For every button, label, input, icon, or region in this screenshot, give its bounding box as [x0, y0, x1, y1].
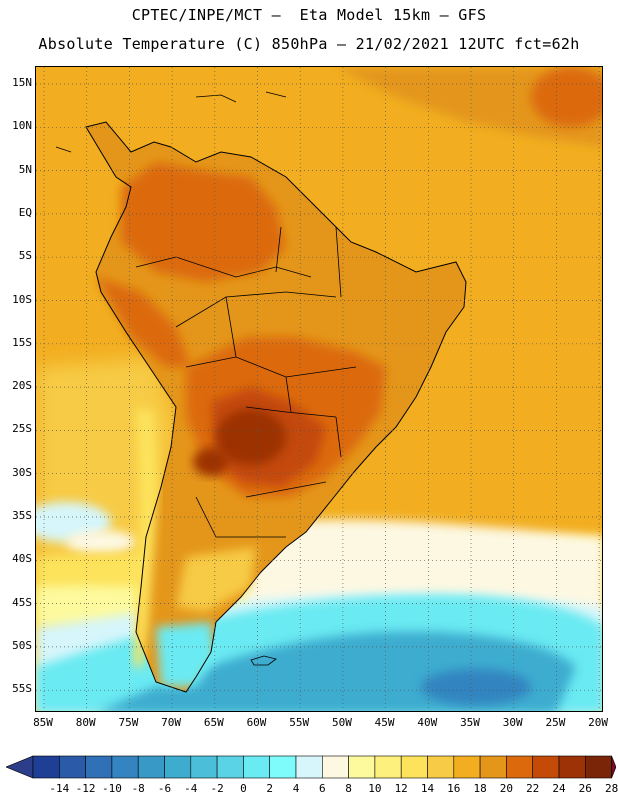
colorbar-label: 0: [240, 782, 247, 795]
lon-label-60W: 60W: [246, 716, 267, 729]
colorbar-swatch: [85, 755, 113, 779]
colorbar-swatch: [584, 755, 612, 779]
colorbar-swatch: [243, 755, 270, 779]
temperature-map: [36, 67, 602, 711]
north-warm-cell: [531, 67, 602, 127]
lat-label-15N: 15N: [12, 76, 32, 89]
lon-label-70W: 70W: [161, 716, 182, 729]
colorbar-swatch: [558, 755, 586, 779]
map-title-line2: Absolute Temperature (C) 850hPa — 21/02/…: [38, 35, 580, 53]
colorbar-label: 22: [526, 782, 540, 795]
colorbar-label: 18: [473, 782, 487, 795]
lon-label-30W: 30W: [502, 716, 523, 729]
colorbar-under-arrow: [6, 755, 34, 779]
colorbar-swatch: [32, 755, 60, 779]
colorbar-label: 4: [292, 782, 300, 795]
lat-label-5S: 5S: [18, 249, 32, 263]
lat-label-10N: 10N: [12, 119, 32, 133]
colorbar-swatch: [269, 755, 297, 779]
colorbar-swatch: [164, 755, 192, 779]
colorbar-swatch: [295, 755, 323, 779]
land-warm-west: [96, 277, 191, 367]
lon-label-35W: 35W: [460, 716, 480, 729]
country-borders: [135, 226, 357, 538]
lat-label-55S: 55S: [12, 682, 32, 696]
graticule: [36, 67, 602, 711]
map-title-line1: CPTEC/INPE/MCT — Eta Model 15km — GFS: [131, 6, 487, 24]
temperature-map-frame: [35, 66, 603, 712]
colorbar-swatch: [479, 755, 507, 779]
colorbar-swatch: [190, 755, 218, 779]
lat-label-15S: 15S: [12, 335, 32, 349]
patagonia-mild: [176, 547, 256, 612]
lat-label-10S: 10S: [12, 292, 32, 306]
land-hottest-core2: [193, 448, 229, 476]
lon-label-20W: 20W: [588, 716, 609, 729]
colorbar-label: 26: [578, 782, 592, 795]
land-hottest-core: [216, 409, 286, 465]
colorbar-label: -4: [184, 782, 198, 795]
colorbar-label: 10: [368, 782, 382, 795]
colorbar-label: 12: [394, 782, 408, 795]
pacific-cold-patch2: [66, 530, 136, 554]
colorbar-swatch: [427, 755, 455, 779]
colorbar-label: 20: [499, 782, 514, 795]
colorbar-over-arrow: [611, 755, 616, 779]
lon-label-75W: 75W: [118, 716, 139, 729]
colorbar-swatch: [348, 755, 376, 779]
colorbar: [6, 755, 616, 779]
colorbar-label: -10: [101, 782, 122, 795]
colorbar-label: 16: [447, 782, 461, 795]
caribbean-islands: [55, 91, 287, 153]
lat-label-5N: 5N: [18, 162, 32, 176]
colorbar-label: 2: [266, 782, 273, 795]
land-warm-north: [121, 162, 286, 282]
colorbar-swatch: [321, 755, 349, 779]
colorbar-label: 14: [420, 782, 435, 795]
lat-label-30S: 30S: [12, 465, 32, 479]
lon-label-40W: 40W: [417, 716, 438, 729]
colorbar-label: -12: [75, 782, 96, 795]
colorbar-label: -8: [131, 782, 145, 795]
lon-label-25W: 25W: [545, 716, 566, 729]
falkland-islands: [250, 655, 277, 666]
lon-label-85W: 85W: [33, 716, 53, 729]
colorbar-swatch: [58, 755, 86, 779]
colorbar-label: 8: [345, 782, 352, 795]
colorbar-swatch: [506, 755, 533, 779]
lat-label-45S: 45S: [12, 595, 32, 609]
lon-label-50W: 50W: [331, 716, 352, 729]
colorbar-label: 24: [552, 782, 566, 795]
coastline: [85, 121, 467, 693]
colorbar-swatch: [453, 755, 481, 779]
south-deep-cell: [421, 669, 531, 705]
lat-label-50S: 50S: [12, 638, 32, 652]
colorbar-swatch: [216, 755, 244, 779]
lon-label-65W: 65W: [203, 716, 224, 729]
patagonia-cool: [156, 622, 216, 687]
colorbar-label: -14: [49, 782, 70, 795]
colorbar-swatch: [400, 755, 428, 779]
lon-label-45W: 45W: [374, 716, 395, 729]
colorbar-label: -6: [157, 782, 172, 795]
colorbar-label: -2: [210, 782, 224, 795]
colorbar-swatch: [374, 755, 402, 779]
lat-label-40S: 40S: [12, 552, 32, 566]
lat-label-35S: 35S: [12, 509, 32, 522]
colorbar-swatch: [137, 755, 165, 779]
lat-label-20S: 20S: [12, 379, 32, 393]
colorbar-swatch: [111, 755, 139, 779]
colorbar-swatch: [532, 755, 560, 779]
lat-label-EQ: EQ: [18, 205, 32, 219]
colorbar-label: 6: [318, 782, 326, 795]
lat-label-25S: 25S: [12, 422, 32, 436]
lon-label-55W: 55W: [289, 716, 310, 729]
colorbar-label: 28: [604, 782, 618, 795]
lon-label-80W: 80W: [75, 716, 96, 729]
